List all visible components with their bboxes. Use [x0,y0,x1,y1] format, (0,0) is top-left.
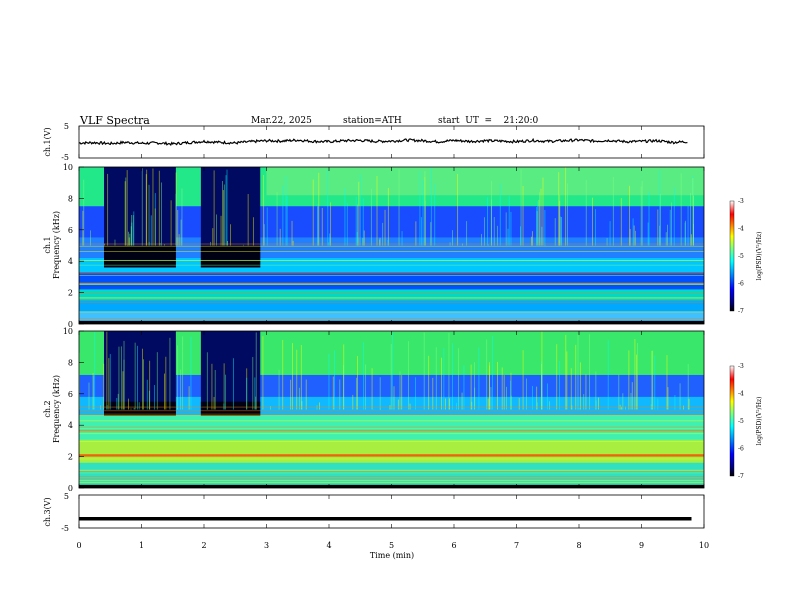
ch1-waveform-panel: 5 -5 ch.1(V) [43,122,705,162]
ch1-spec-ylabel-1: ch.1 [43,236,52,253]
x-tick-label: 4 [326,541,331,550]
ch1-ylabel: ch.1(V) [43,127,52,156]
colorbar-tick-label: -7 [738,473,744,480]
x-tick-label: 6 [451,541,456,550]
y-tick-label: 4 [68,257,73,266]
colorbar-tick-label: -7 [738,308,744,315]
x-tick-label: 2 [201,541,206,550]
x-axis-label: Time (min) [370,551,414,560]
colorbar-tick-label: -3 [738,363,744,370]
y-tick-label: 8 [68,194,73,203]
ch2-colorbar: -3 -4 -5 -6 -7 log(PSD)(V²/Hz) [729,363,763,480]
date-label: Mar.22, 2025 [251,116,312,126]
ch3-ytick-top: 5 [64,492,69,501]
y-tick-label: 2 [68,453,73,462]
y-tick-label: 6 [68,390,73,399]
x-tick-label: 3 [264,541,269,550]
colorbar-tick-label: -4 [738,226,744,233]
colorbar-tick-label: -4 [738,391,744,398]
x-tick-label: 10 [699,541,709,550]
ch1-spectrogram-panel: ch.1 Frequency (kHz) 0 2 4 6 8 10 [43,163,705,329]
y-tick-label: 10 [63,163,73,172]
x-tick-label: 5 [389,541,394,550]
start-time-label: start UT = 21:20:0 [438,116,539,126]
ch3-ytick-bottom: -5 [61,524,69,533]
station-label: station=ATH [343,116,402,126]
x-tick-label: 8 [576,541,581,550]
ch1-ytick-bottom: -5 [61,153,69,162]
y-tick-label: 6 [68,226,73,235]
x-tick-label: 9 [639,541,644,550]
colorbar-tick-label: -5 [738,418,744,425]
ch1-spec-ylabel-2: Frequency (kHz) [52,211,61,279]
x-tick-label: 1 [139,541,144,550]
x-tick-label: 7 [514,541,519,550]
ch1-waveform-line [78,137,688,146]
ch1-colorbar: -3 -4 -5 -6 -7 log(PSD)(V²/Hz) [729,198,763,315]
ch1-ytick-top: 5 [64,122,69,131]
y-tick-label: 4 [68,421,73,430]
y-tick-label: 0 [68,320,73,329]
ch3-ylabel: ch.3(V) [43,497,52,526]
y-tick-label: 8 [68,358,73,367]
colorbar-tick-label: -5 [738,253,744,260]
ch2-colorbar-label: log(PSD)(V²/Hz) [756,397,763,446]
ch2-spectrogram-panel: ch.2 Frequency (kHz) 0 2 4 6 8 10 [43,327,705,493]
ch3-waveform-panel: 5 -5 ch.3(V) 0 1 2 3 4 5 6 7 8 9 10 Time (min) [43,126,709,560]
y-tick-label: 2 [68,289,73,298]
ch1-colorbar-label: log(PSD)(V²/Hz) [756,232,763,281]
colorbar-tick-label: -6 [738,281,744,288]
y-tick-label: 10 [63,327,73,336]
colorbar-tick-label: -6 [738,446,744,453]
x-tick-label: 0 [76,541,81,550]
ch2-spec-ylabel-1: ch.2 [43,400,52,417]
chart-title: VLF Spectra [80,114,150,127]
y-tick-label: 0 [68,484,73,493]
ch2-spec-ylabel-2: Frequency (kHz) [52,375,61,443]
colorbar-tick-label: -3 [738,198,744,205]
